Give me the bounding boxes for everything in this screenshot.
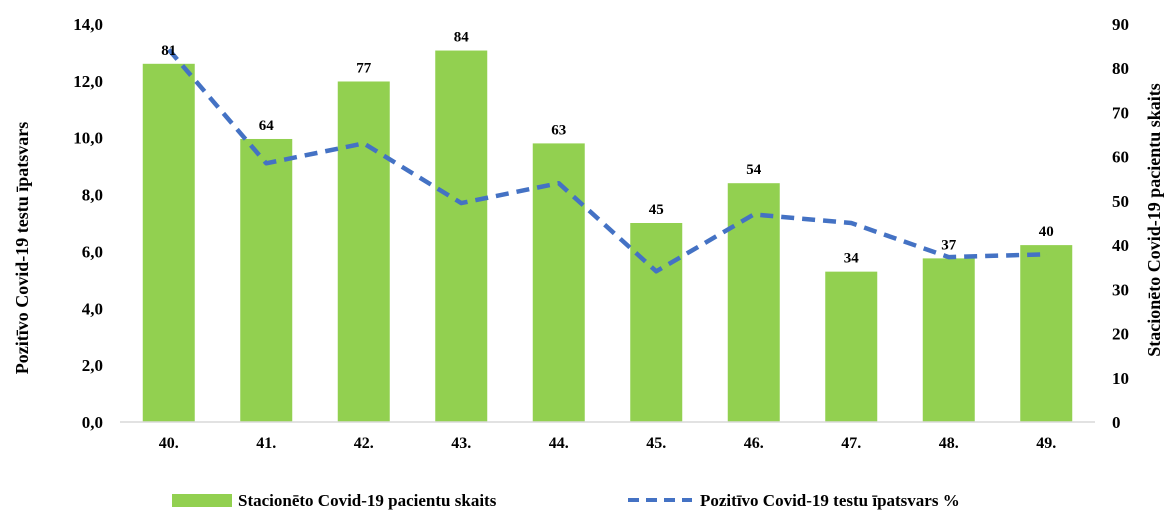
- bar-value-label: 84: [454, 30, 470, 46]
- bar-value-label: 64: [259, 118, 275, 134]
- bar-value-label: 45: [649, 202, 664, 218]
- legend-swatch-bars: [172, 494, 232, 507]
- y-tick-right: 60: [1112, 148, 1129, 167]
- bar: [435, 50, 488, 423]
- bar-value-label: 77: [356, 60, 372, 76]
- y-tick-right: 10: [1112, 369, 1129, 388]
- bar-value-label: 37: [941, 237, 957, 253]
- bar: [142, 63, 195, 423]
- x-axis-ticks: 40. 41. 42. 43. 44. 45. 46. 47. 48. 49.: [159, 435, 1057, 452]
- y-tick-left: 6,0: [82, 242, 103, 261]
- y-axis-left-ticks: 0,0 2,0 4,0 6,0 8,0 10,0 12,0 14,0: [73, 15, 103, 432]
- bar-value-label: 63: [551, 122, 566, 138]
- bar-value-label: 40: [1039, 224, 1054, 240]
- y-tick-right: 40: [1112, 236, 1129, 255]
- bar: [825, 271, 878, 422]
- bar: [337, 81, 390, 422]
- y-tick-left: 2,0: [82, 356, 103, 375]
- y-tick-left: 14,0: [73, 15, 103, 34]
- bar-value-label: 34: [844, 251, 860, 267]
- line-layer: [167, 48, 1047, 274]
- x-tick: 48.: [939, 435, 959, 452]
- legend-label-bars: Stacionēto Covid-19 pacientu skaits: [238, 491, 497, 510]
- x-tick: 40.: [159, 435, 179, 452]
- bar: [240, 138, 293, 422]
- legend: Stacionēto Covid-19 pacientu skaits Pozi…: [172, 491, 960, 510]
- bar-value-label: 54: [746, 162, 762, 178]
- y-axis-left-title: Pozitīvo Covid-19 testu īpatsvars: [12, 122, 32, 374]
- y-tick-right: 20: [1112, 325, 1129, 344]
- bar: [922, 258, 975, 422]
- y-tick-right: 0: [1112, 413, 1121, 432]
- y-tick-left: 10,0: [73, 129, 103, 148]
- line-series: [167, 48, 1047, 274]
- y-tick-right: 50: [1112, 192, 1129, 211]
- x-tick: 41.: [256, 435, 276, 452]
- x-tick: 45.: [646, 435, 666, 452]
- legend-label-line: Pozitīvo Covid-19 testu īpatsvars %: [700, 491, 960, 510]
- bar-value-label: 81: [161, 43, 176, 59]
- y-tick-right: 70: [1112, 103, 1129, 122]
- x-tick: 44.: [549, 435, 569, 452]
- bar: [532, 143, 585, 422]
- bars-layer: [142, 50, 1073, 423]
- x-tick: 42.: [354, 435, 374, 452]
- y-tick-left: 4,0: [82, 299, 103, 318]
- x-tick: 49.: [1036, 435, 1056, 452]
- y-tick-left: 8,0: [82, 186, 103, 205]
- bar: [727, 183, 780, 422]
- x-tick: 47.: [841, 435, 861, 452]
- y-tick-right: 30: [1112, 280, 1129, 299]
- y-axis-right-title: Stacionēto Covid-19 pacientu skaits: [1144, 83, 1164, 357]
- y-tick-right: 90: [1112, 15, 1129, 34]
- y-tick-right: 80: [1112, 59, 1129, 78]
- y-tick-left: 12,0: [73, 72, 103, 91]
- y-tick-left: 0,0: [82, 413, 103, 432]
- labels-layer: 81 64 77 84 63 45 54 34 37 40: [161, 30, 1054, 267]
- bar: [1020, 245, 1073, 422]
- y-axis-right-ticks: 0 10 20 30 40 50 60 70 80 90: [1112, 15, 1129, 432]
- x-tick: 46.: [744, 435, 764, 452]
- x-tick: 43.: [451, 435, 471, 452]
